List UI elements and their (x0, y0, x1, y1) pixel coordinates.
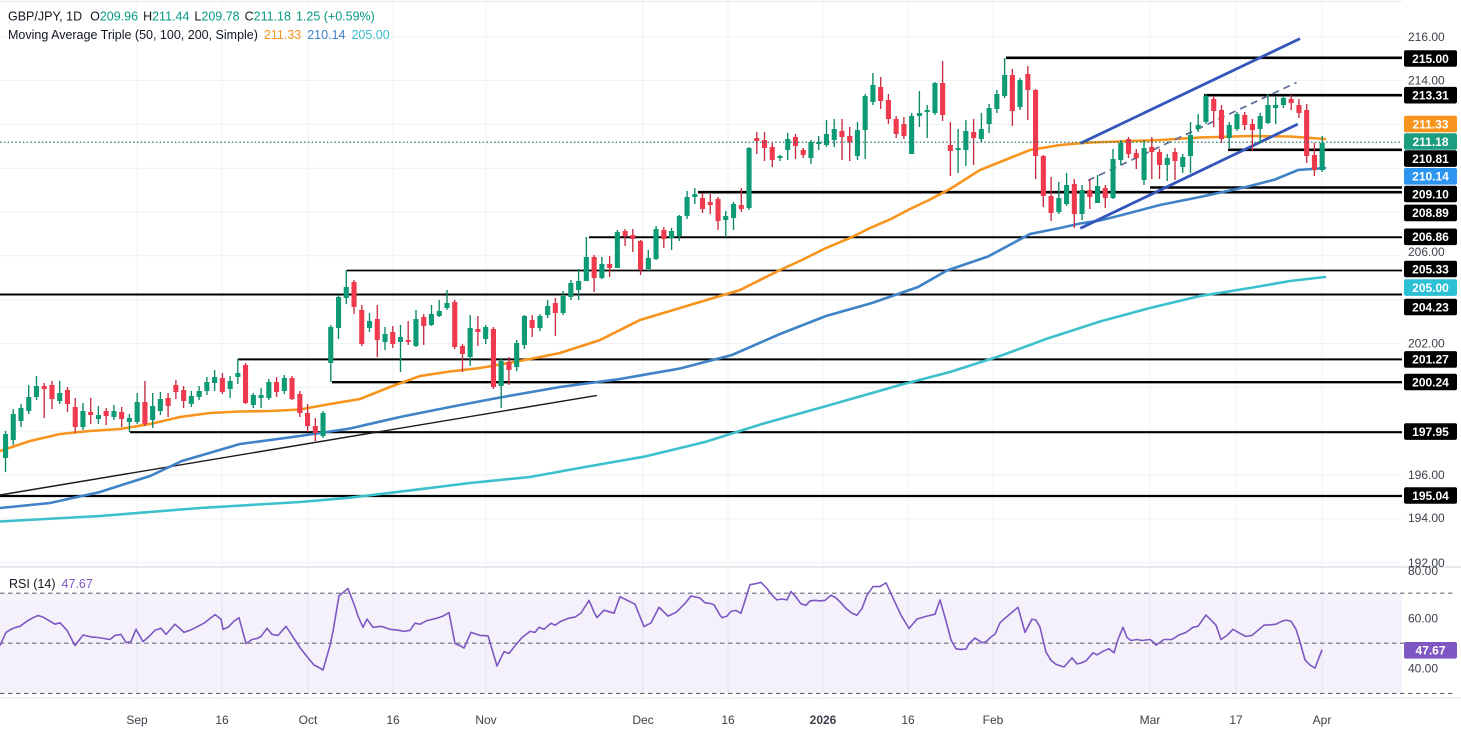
svg-text:202.00: 202.00 (1408, 337, 1445, 351)
svg-text:210.14: 210.14 (1412, 170, 1449, 184)
svg-text:208.89: 208.89 (1412, 206, 1449, 220)
svg-text:206.00: 206.00 (1408, 245, 1445, 259)
svg-text:40.00: 40.00 (1408, 662, 1438, 676)
svg-text:80.00: 80.00 (1408, 564, 1438, 578)
svg-text:214.00: 214.00 (1408, 74, 1445, 88)
svg-text:47.67: 47.67 (1415, 644, 1445, 658)
svg-text:206.86: 206.86 (1412, 230, 1449, 244)
svg-text:211.18: 211.18 (1412, 135, 1448, 149)
svg-text:211.33: 211.33 (1412, 117, 1448, 131)
svg-text:196.00: 196.00 (1408, 468, 1445, 482)
svg-text:Oct: Oct (299, 713, 318, 727)
svg-text:209.10: 209.10 (1412, 187, 1449, 201)
svg-text:Moving Average Triple (50, 100: Moving Average Triple (50, 100, 200, Sim… (8, 28, 390, 42)
svg-text:Nov: Nov (475, 713, 496, 727)
svg-text:194.00: 194.00 (1408, 511, 1445, 525)
svg-text:204.23: 204.23 (1412, 300, 1449, 314)
svg-text:215.00: 215.00 (1412, 52, 1449, 66)
svg-text:216.00: 216.00 (1408, 30, 1445, 44)
svg-text:2026: 2026 (810, 713, 837, 727)
svg-text:201.27: 201.27 (1412, 353, 1449, 367)
svg-text:Sep: Sep (126, 713, 148, 727)
svg-text:Mar: Mar (1140, 713, 1161, 727)
svg-text:205.00: 205.00 (1412, 281, 1449, 295)
svg-text:16: 16 (386, 713, 400, 727)
svg-text:195.04: 195.04 (1412, 489, 1449, 503)
svg-text:210.81: 210.81 (1412, 152, 1449, 166)
svg-text:197.95: 197.95 (1412, 425, 1449, 439)
svg-text:192.00: 192.00 (1408, 556, 1445, 570)
svg-text:Dec: Dec (632, 713, 653, 727)
svg-text:60.00: 60.00 (1408, 611, 1438, 625)
svg-text:16: 16 (901, 713, 915, 727)
svg-text:17: 17 (1229, 713, 1243, 727)
svg-text:16: 16 (215, 713, 229, 727)
svg-text:16: 16 (721, 713, 735, 727)
svg-text:Feb: Feb (983, 713, 1004, 727)
svg-text:RSI (14)47.67: RSI (14) 47.67 (9, 577, 93, 591)
svg-text:205.33: 205.33 (1412, 262, 1449, 276)
svg-text:Apr: Apr (1313, 713, 1332, 727)
svg-text:200.24: 200.24 (1412, 375, 1449, 389)
svg-text:213.31: 213.31 (1412, 89, 1449, 103)
